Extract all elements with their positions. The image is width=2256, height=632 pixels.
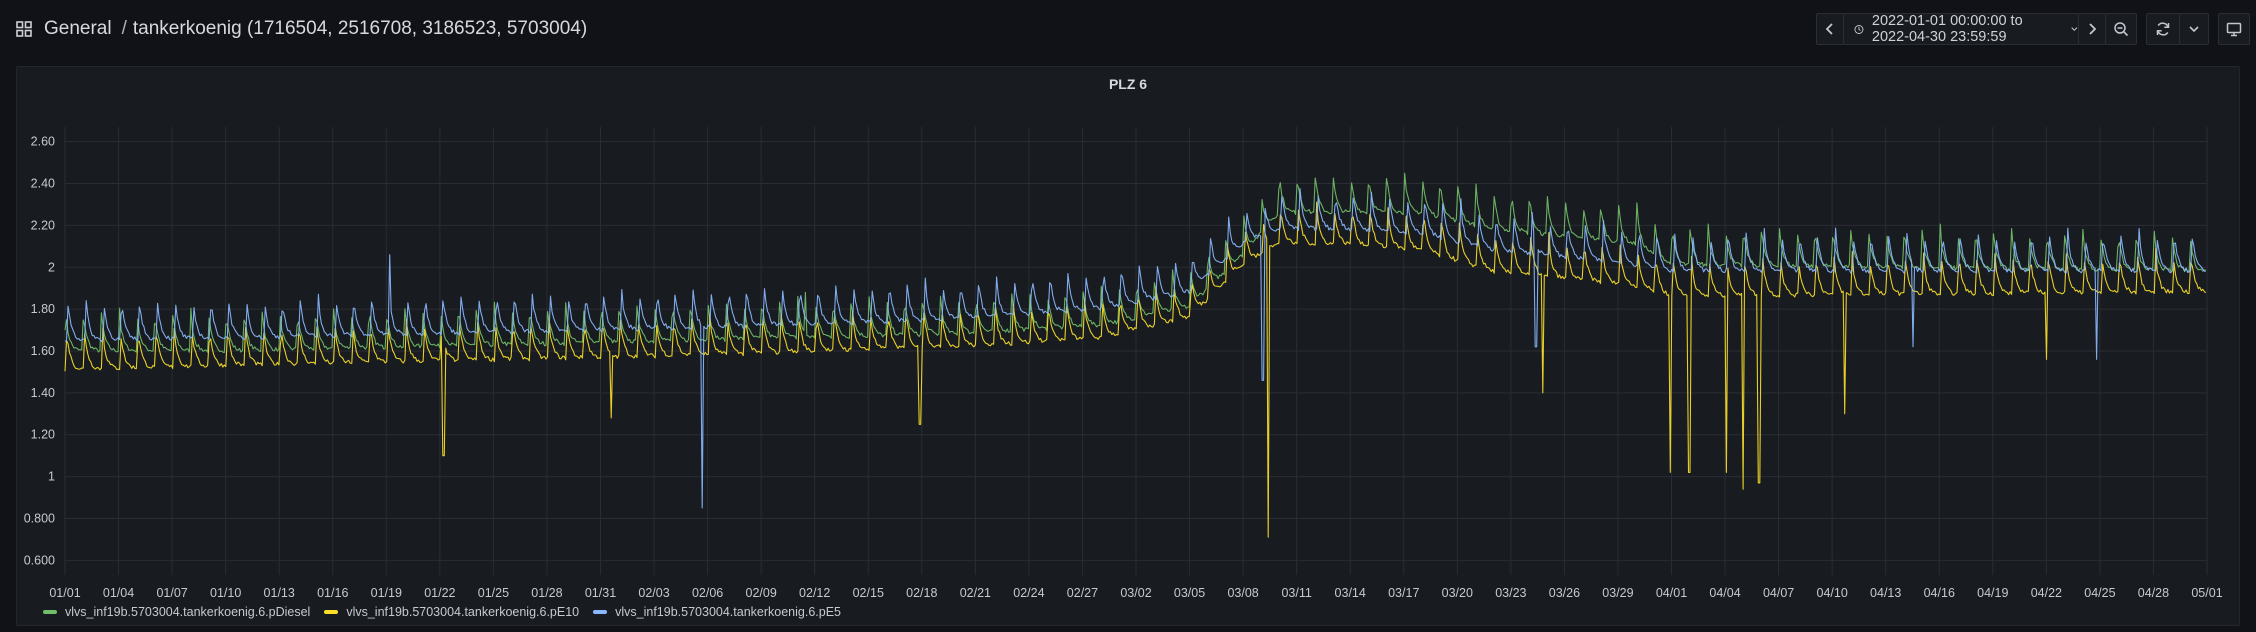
chart-legend: vlvs_inf19b.5703004.tankerkoenig.6.pDies… bbox=[43, 605, 855, 619]
x-tick-label: 01/04 bbox=[103, 586, 134, 600]
chevron-down-icon bbox=[2071, 27, 2078, 32]
x-tick-label: 03/20 bbox=[1442, 586, 1473, 600]
x-tick-label: 05/01 bbox=[2191, 586, 2222, 600]
time-range-label: 2022-01-01 00:00:00 to 2022-04-30 23:59:… bbox=[1871, 13, 2023, 45]
refresh-icon bbox=[2156, 22, 2170, 36]
x-tick-label: 01/13 bbox=[264, 586, 295, 600]
x-tick-label: 01/28 bbox=[531, 586, 562, 600]
legend-item[interactable]: vlvs_inf19b.5703004.tankerkoenig.6.pDies… bbox=[43, 605, 310, 619]
clock-icon bbox=[1854, 24, 1864, 34]
chart-panel: PLZ 6 0.600 0.800 1 1.20 1.40 1.60 1.80 2 2.20 2.… bbox=[16, 66, 2240, 626]
refresh-button[interactable] bbox=[2146, 13, 2180, 45]
x-tick-label: 04/01 bbox=[1656, 586, 1687, 600]
x-tick-label: 03/08 bbox=[1227, 586, 1258, 600]
x-tick-label: 01/01 bbox=[49, 586, 80, 600]
x-tick-label: 03/14 bbox=[1335, 586, 1366, 600]
x-tick-label: 02/18 bbox=[906, 586, 937, 600]
x-tick-label: 01/07 bbox=[156, 586, 187, 600]
y-tick-label: 1.20 bbox=[31, 428, 55, 442]
legend-swatch bbox=[43, 610, 57, 614]
refresh-interval-dropdown[interactable] bbox=[2179, 13, 2209, 45]
dashboard-title[interactable]: tankerkoenig (1716504, 2516708, 3186523,… bbox=[132, 18, 588, 39]
x-tick-label: 04/16 bbox=[1924, 586, 1955, 600]
x-tick-label: 01/25 bbox=[478, 586, 509, 600]
time-back-button[interactable] bbox=[1816, 13, 1844, 45]
x-tick-label: 02/03 bbox=[638, 586, 669, 600]
series-line-2 bbox=[64, 201, 2207, 538]
x-tick-label: 04/04 bbox=[1709, 586, 1740, 600]
x-tick-label: 01/16 bbox=[317, 586, 348, 600]
y-tick-label: 0.800 bbox=[24, 511, 55, 525]
x-tick-label: 02/09 bbox=[746, 586, 777, 600]
x-tick-label: 03/17 bbox=[1388, 586, 1419, 600]
x-tick-label: 02/06 bbox=[692, 586, 723, 600]
breadcrumb: General / tankerkoenig (1716504, 2516708… bbox=[16, 14, 587, 44]
x-tick-label: 04/07 bbox=[1763, 586, 1794, 600]
y-tick-label: 2 bbox=[48, 260, 55, 274]
legend-swatch bbox=[324, 610, 339, 614]
monitor-icon bbox=[2226, 22, 2242, 36]
x-tick-label: 01/31 bbox=[585, 586, 616, 600]
legend-swatch bbox=[593, 610, 608, 614]
x-tick-label: 04/19 bbox=[1977, 586, 2008, 600]
y-tick-label: 1.40 bbox=[31, 386, 55, 400]
legend-item[interactable]: vlvs_inf19b.5703004.tankerkoenig.6.pE5 bbox=[593, 605, 841, 619]
grid-icon bbox=[16, 21, 32, 37]
x-tick-label: 03/05 bbox=[1174, 586, 1205, 600]
chevron-right-icon bbox=[2089, 23, 2097, 35]
x-tick-label: 02/24 bbox=[1013, 586, 1044, 600]
time-forward-button[interactable] bbox=[2078, 13, 2106, 45]
chevron-left-icon bbox=[1825, 23, 1833, 35]
legend-label: vlvs_inf19b.5703004.tankerkoenig.6.pDies… bbox=[65, 605, 311, 619]
y-tick-label: 1 bbox=[48, 470, 55, 484]
x-tick-label: 01/19 bbox=[371, 586, 402, 600]
series-line-1 bbox=[64, 172, 2206, 354]
top-bar: General / tankerkoenig (1716504, 2516708… bbox=[0, 0, 2256, 58]
x-tick-label: 02/27 bbox=[1067, 586, 1098, 600]
x-tick-label: 03/29 bbox=[1602, 586, 1633, 600]
x-tick-label: 02/12 bbox=[799, 586, 830, 600]
y-tick-label: 0.600 bbox=[24, 553, 55, 567]
legend-label: vlvs_inf19b.5703004.tankerkoenig.6.pE10 bbox=[346, 605, 580, 619]
panel-title[interactable]: PLZ 6 bbox=[1108, 76, 1148, 92]
x-tick-label: 02/15 bbox=[853, 586, 884, 600]
zoom-out-icon bbox=[2114, 22, 2129, 37]
time-range-picker[interactable]: 2022-01-01 00:00:00 to 2022-04-30 23:59:… bbox=[1843, 13, 2079, 45]
x-tick-label: 03/11 bbox=[1281, 586, 1311, 600]
legend-label: vlvs_inf19b.5703004.tankerkoenig.6.pE5 bbox=[615, 605, 841, 619]
x-tick-label: 04/10 bbox=[1817, 586, 1848, 600]
y-tick-label: 1.80 bbox=[31, 302, 55, 316]
x-tick-label: 04/22 bbox=[2031, 586, 2062, 600]
y-tick-label: 1.60 bbox=[31, 344, 55, 358]
breadcrumb-folder-link[interactable]: General bbox=[44, 18, 112, 39]
time-series-chart[interactable]: 0.600 0.800 1 1.20 1.40 1.60 1.80 2 2.20 2.40 2.60… bbox=[17, 67, 2239, 625]
y-tick-label: 2.60 bbox=[31, 135, 55, 149]
zoom-out-button[interactable] bbox=[2105, 13, 2137, 45]
x-tick-label: 03/02 bbox=[1120, 586, 1151, 600]
x-tick-label: 02/21 bbox=[960, 586, 991, 600]
y-tick-label: 2.20 bbox=[31, 218, 55, 232]
x-tick-label: 04/28 bbox=[2138, 586, 2169, 600]
x-tick-label: 03/26 bbox=[1549, 586, 1580, 600]
tv-mode-button[interactable] bbox=[2218, 13, 2250, 45]
series-line-3 bbox=[64, 188, 2206, 509]
legend-item[interactable]: vlvs_inf19b.5703004.tankerkoenig.6.pE10 bbox=[324, 605, 579, 619]
x-tick-label: 04/25 bbox=[2084, 586, 2115, 600]
chevron-down-icon bbox=[2189, 26, 2199, 33]
dashboard-controls: 2022-01-01 00:00:00 to 2022-04-30 23:59:… bbox=[1816, 13, 2256, 45]
x-tick-label: 01/10 bbox=[210, 586, 241, 600]
y-tick-label: 2.40 bbox=[31, 177, 55, 191]
breadcrumb-separator: / bbox=[121, 18, 127, 39]
x-tick-label: 03/23 bbox=[1495, 586, 1526, 600]
x-tick-label: 01/22 bbox=[424, 586, 455, 600]
x-tick-label: 04/13 bbox=[1870, 586, 1901, 600]
